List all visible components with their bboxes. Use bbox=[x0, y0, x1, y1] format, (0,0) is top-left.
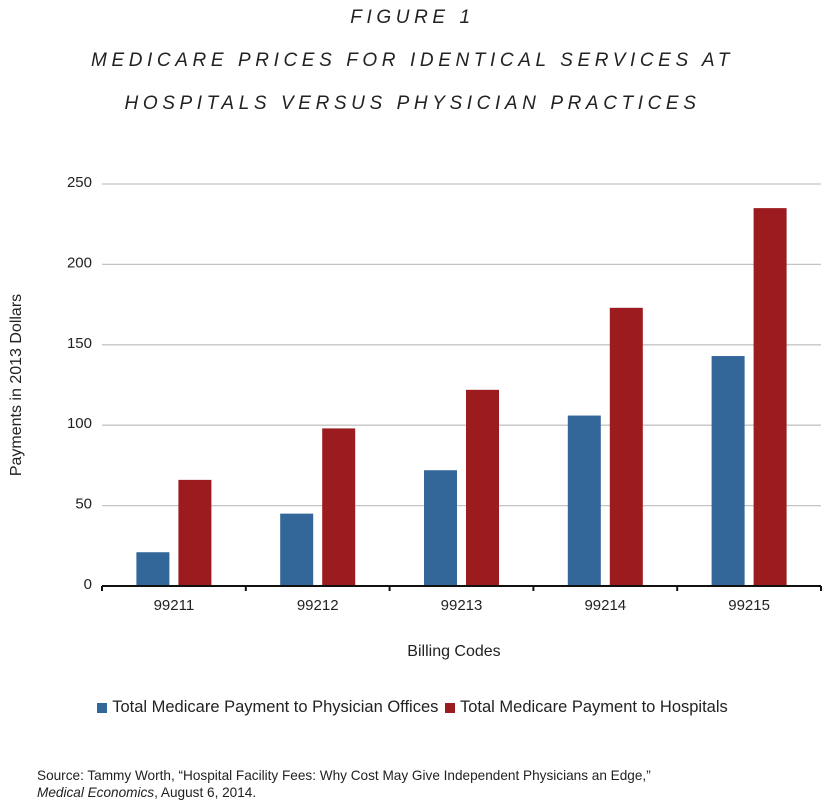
figure-label: FIGURE 1 bbox=[350, 7, 475, 28]
y-axis-ticks: 0 50 100 150 200 250 bbox=[67, 174, 92, 593]
gridlines bbox=[102, 183, 821, 507]
legend-item-hospitals: Total Medicare Payment to Hospitals bbox=[444, 698, 728, 717]
legend-swatch-blue bbox=[97, 702, 108, 713]
bar-hospitals-99211 bbox=[178, 479, 212, 586]
x-axis: 99211 99212 99213 99214 99215 bbox=[101, 585, 822, 614]
bar-hospitals-99213 bbox=[466, 389, 499, 586]
bar-physician-offices-99211 bbox=[136, 552, 170, 586]
bar-physician-offices-99213 bbox=[424, 470, 457, 586]
y-tick-label: 0 bbox=[84, 576, 92, 593]
y-tick-label: 50 bbox=[75, 496, 92, 513]
y-tick-label: 100 bbox=[67, 415, 92, 432]
source-line-1: Source: Tammy Worth, “Hospital Facility … bbox=[37, 768, 651, 783]
x-tick-label: 99213 bbox=[441, 597, 483, 614]
x-tick-label: 99215 bbox=[728, 597, 770, 614]
legend-swatch-red bbox=[444, 702, 455, 713]
y-axis-title: Payments in 2013 Dollars bbox=[8, 294, 25, 476]
bar-hospitals-99214 bbox=[609, 307, 643, 586]
bar-hospitals-99215 bbox=[753, 208, 787, 586]
x-tick-label: 99211 bbox=[154, 597, 195, 614]
source-date: , August 6, 2014. bbox=[154, 785, 257, 800]
bar-physician-offices-99215 bbox=[711, 356, 745, 586]
x-tick-label: 99212 bbox=[297, 597, 339, 614]
bars bbox=[136, 208, 787, 586]
y-tick-label: 150 bbox=[67, 335, 92, 352]
bar-physician-offices-99212 bbox=[280, 513, 314, 586]
chart-title-line-2: HOSPITALS VERSUS PHYSICIAN PRACTICES bbox=[124, 93, 701, 114]
legend-label: Total Medicare Payment to Physician Offi… bbox=[112, 698, 439, 716]
legend-item-physician-offices: Total Medicare Payment to Physician Offi… bbox=[97, 698, 438, 717]
chart-title-line-1: MEDICARE PRICES FOR IDENTICAL SERVICES A… bbox=[91, 50, 734, 71]
x-tick-label: 99214 bbox=[584, 597, 626, 614]
source-citation: Source: Tammy Worth, “Hospital Facility … bbox=[37, 767, 651, 801]
source-line-2: Medical Economics, August 6, 2014. bbox=[37, 784, 651, 801]
bar-hospitals-99212 bbox=[322, 428, 356, 586]
legend: Total Medicare Payment to Physician Offi… bbox=[0, 698, 825, 718]
y-tick-label: 200 bbox=[67, 254, 92, 271]
y-tick-label: 250 bbox=[67, 174, 92, 191]
x-axis-title: Billing Codes bbox=[407, 643, 500, 660]
journal-name: Medical Economics bbox=[37, 785, 155, 800]
bar-physician-offices-99214 bbox=[567, 415, 601, 586]
legend-label: Total Medicare Payment to Hospitals bbox=[459, 698, 728, 716]
